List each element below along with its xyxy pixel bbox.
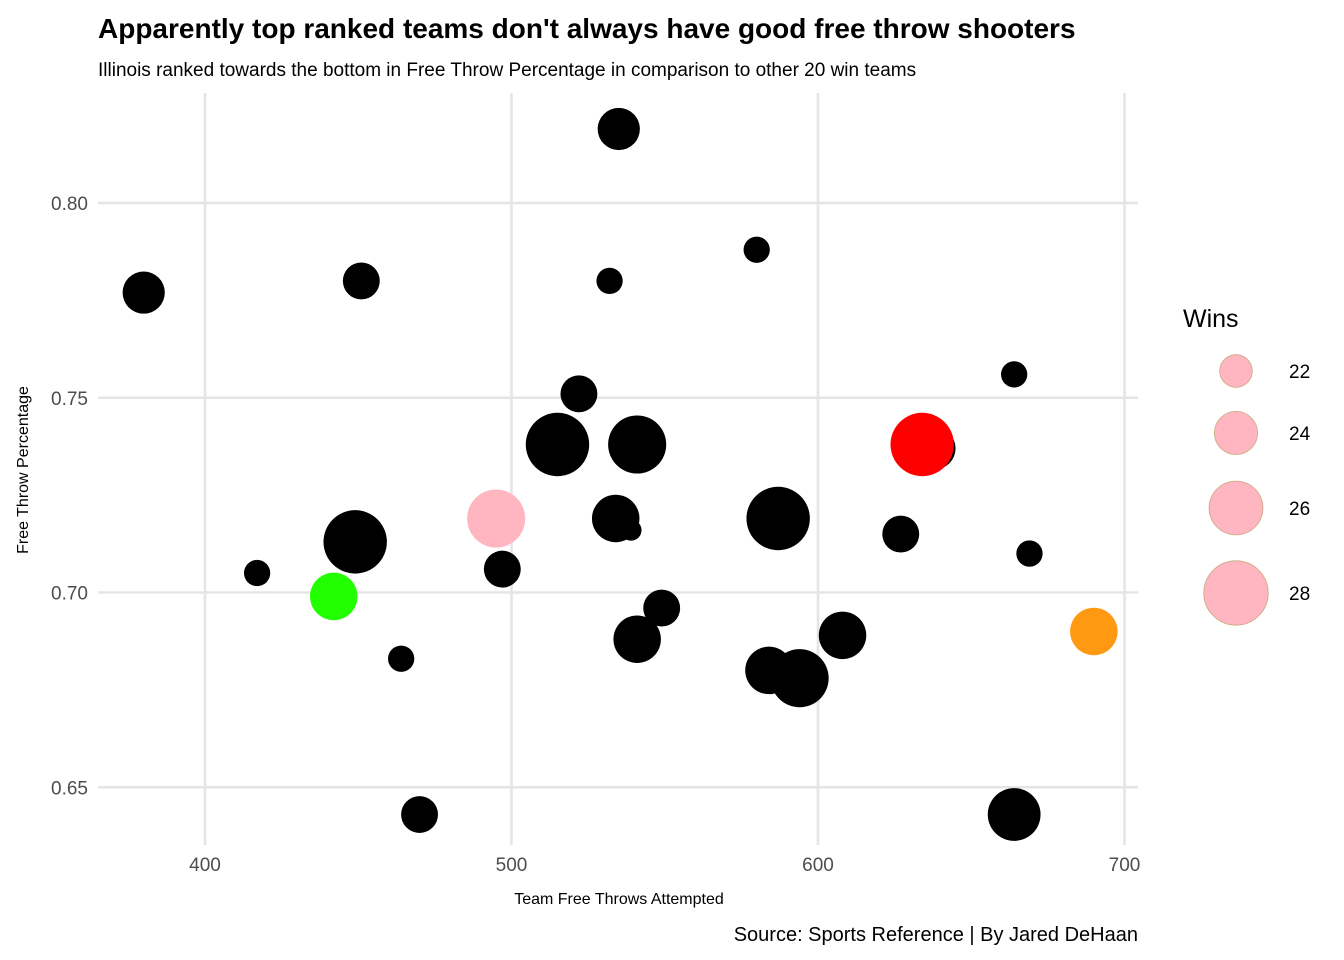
data-point: [890, 412, 954, 477]
plot-area: [98, 93, 1138, 845]
y-tick-label: 0.75: [51, 389, 88, 410]
legend-key: [1219, 354, 1253, 388]
data-point: [987, 788, 1041, 841]
data-point: [643, 589, 681, 627]
x-axis-label: Team Free Throws Attempted: [514, 891, 724, 908]
data-point: [620, 519, 642, 541]
data-point: [818, 611, 867, 660]
x-tick-label: 700: [1109, 855, 1141, 876]
data-point: [388, 645, 415, 672]
chart-title: Apparently top ranked teams don't always…: [98, 13, 1076, 44]
chart-caption: Source: Sports Reference | By Jared DeHa…: [734, 924, 1138, 946]
data-point: [597, 107, 640, 151]
y-tick-label: 0.65: [51, 778, 88, 799]
data-point: [243, 559, 271, 587]
legend-items: 22 24 26 28: [1203, 354, 1311, 626]
legend-key: [1214, 410, 1259, 455]
legend-label: 24: [1289, 424, 1311, 445]
legend-label: 28: [1289, 584, 1310, 605]
legend-key: [1208, 480, 1264, 536]
y-axis-ticks: 0.65 0.70 0.75 0.80: [51, 194, 88, 799]
data-point: [1070, 607, 1118, 656]
grid-lines: [98, 93, 1138, 845]
x-tick-label: 500: [496, 855, 528, 876]
data-point: [613, 615, 661, 663]
data-point: [323, 510, 387, 574]
data-point: [560, 375, 598, 413]
legend-title: Wins: [1183, 305, 1239, 333]
data-point: [1001, 361, 1028, 388]
y-axis-label: Free Throw Percentage: [15, 386, 32, 554]
data-point: [467, 489, 526, 548]
y-tick-label: 0.70: [51, 584, 88, 605]
data-points: [122, 107, 1118, 841]
data-point: [770, 649, 829, 708]
data-point: [596, 267, 623, 295]
x-tick-label: 600: [802, 855, 834, 876]
data-point: [309, 572, 358, 621]
x-axis-ticks: 400 500 600 700: [189, 855, 1140, 876]
legend: Wins 22 24 26 28: [1183, 305, 1311, 626]
x-tick-label: 400: [189, 855, 221, 876]
y-tick-label: 0.80: [51, 194, 88, 215]
data-point: [882, 515, 920, 553]
data-point: [342, 262, 380, 300]
legend-label: 22: [1289, 362, 1310, 383]
data-point: [525, 412, 590, 477]
data-point: [746, 486, 810, 551]
chart-subtitle: Illinois ranked towards the bottom in Fr…: [98, 60, 916, 81]
data-point: [608, 415, 667, 474]
data-point: [1016, 540, 1043, 567]
data-point: [743, 236, 770, 263]
legend-label: 26: [1289, 499, 1310, 520]
data-point: [401, 796, 438, 833]
legend-key: [1203, 560, 1269, 626]
data-point: [122, 271, 165, 314]
data-point: [483, 550, 521, 588]
